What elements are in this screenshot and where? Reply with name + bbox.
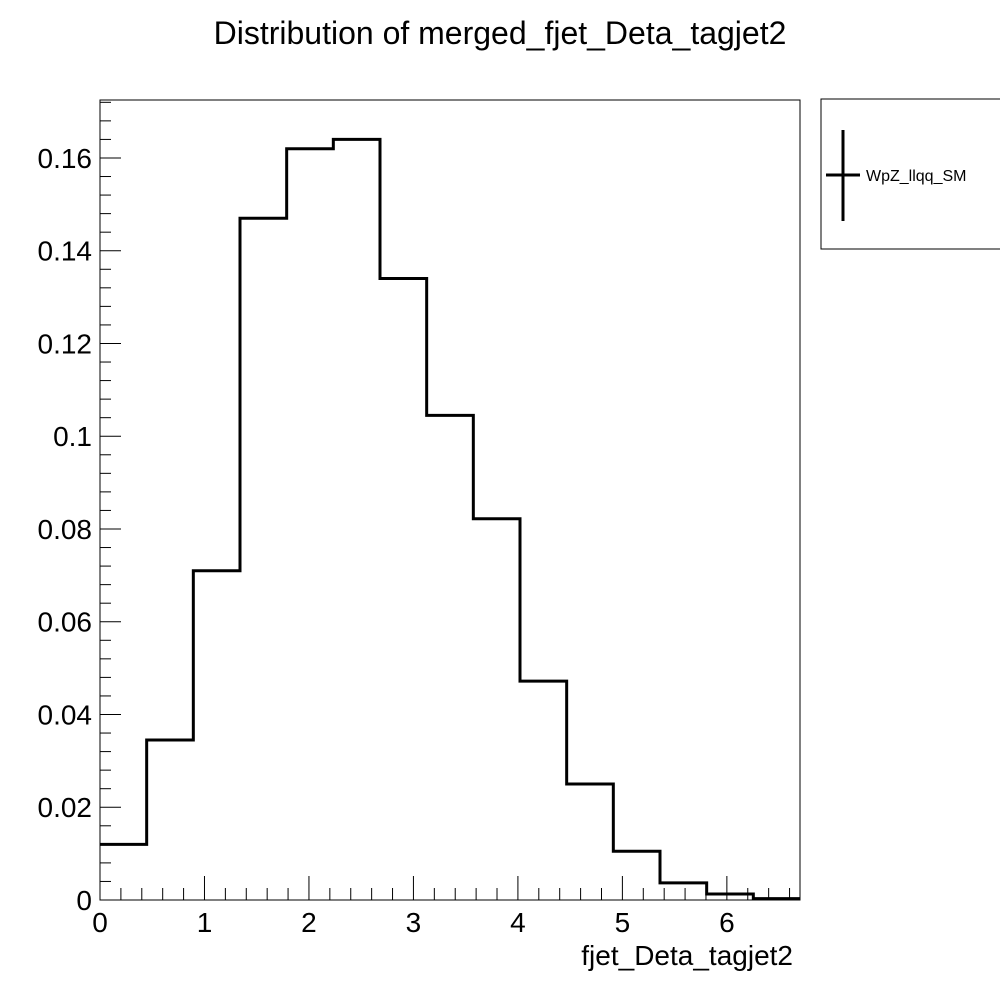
y-tick-label: 0 [76, 885, 92, 916]
x-tick-label: 4 [510, 907, 526, 938]
y-tick-label: 0.08 [38, 514, 93, 545]
x-tick-label: 3 [406, 907, 422, 938]
y-tick-label: 0.02 [38, 792, 93, 823]
x-tick-label: 1 [197, 907, 213, 938]
y-tick-label: 0.16 [38, 143, 93, 174]
y-tick-label: 0.12 [38, 328, 93, 359]
axis-tick-labels: 0 1 2 3 4 5 6 0 0.02 0.04 0.06 0.08 0.1 0.12 0.14 0.16 [38, 143, 735, 938]
axis-ticks [99, 101, 791, 901]
x-tick-label: 5 [615, 907, 631, 938]
x-tick-label: 2 [301, 907, 317, 938]
legend-entry-label: WpZ_llqq_SM [866, 168, 966, 185]
y-tick-label: 0.14 [38, 236, 93, 267]
y-tick-label: 0.06 [38, 607, 93, 638]
x-axis-label: fjet_Deta_tagjet2 [581, 940, 793, 971]
y-tick-label: 0.1 [53, 421, 92, 452]
y-tick-label: 0.04 [38, 699, 93, 730]
histogram-series-line [100, 137, 800, 901]
legend: WpZ_llqq_SM [820, 98, 1000, 250]
plot-frame [99, 99, 801, 901]
x-tick-label: 0 [92, 907, 108, 938]
chart-title: Distribution of merged_fjet_Deta_tagjet2 [214, 15, 787, 51]
x-tick-label: 6 [719, 907, 735, 938]
